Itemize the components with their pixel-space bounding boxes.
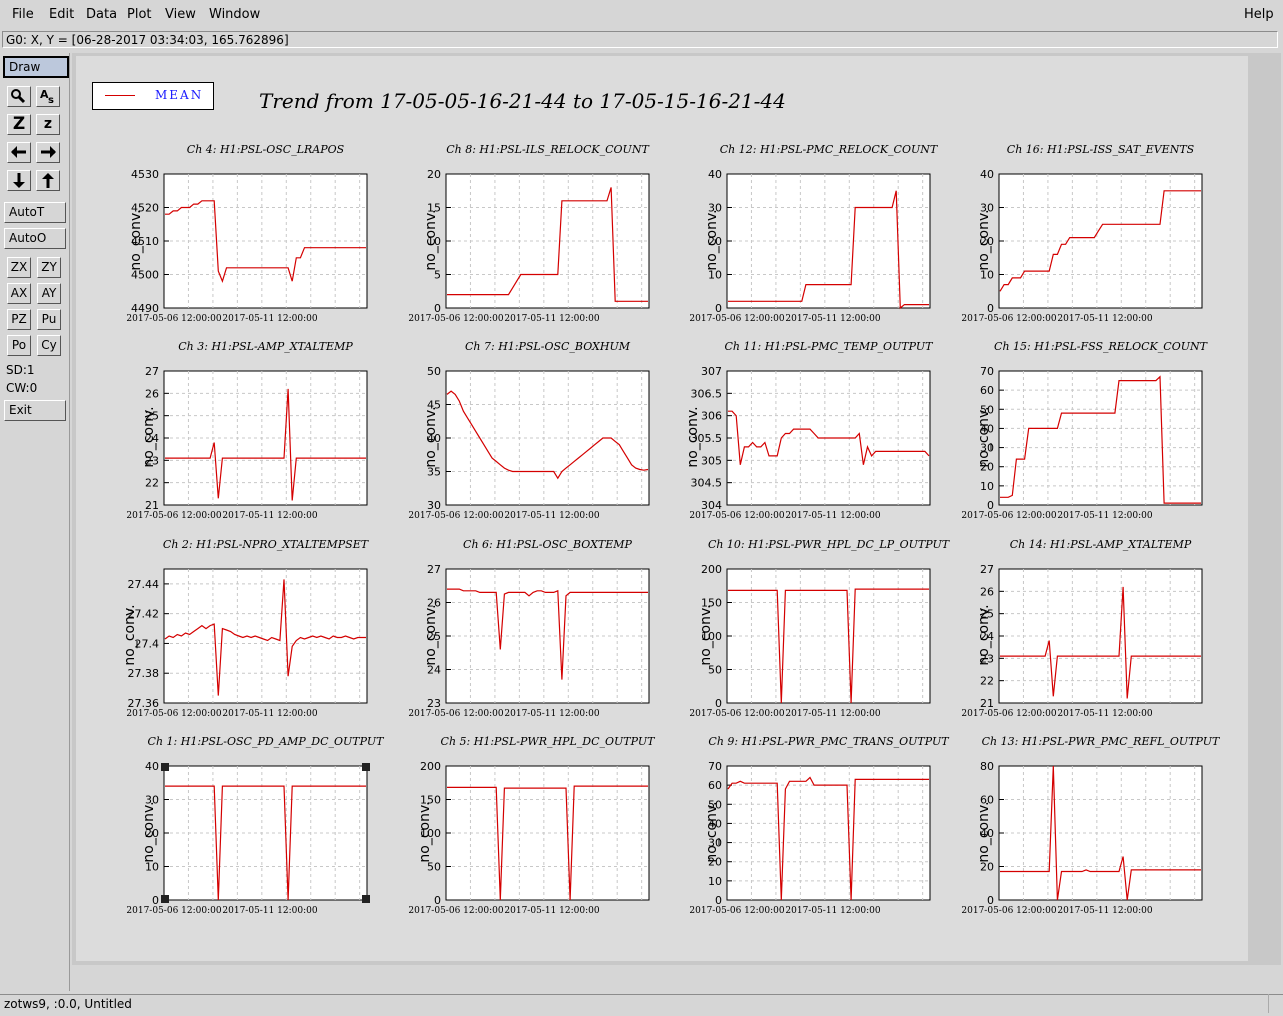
arrow-down-icon[interactable] [7, 170, 31, 191]
pu-button[interactable]: Pu [37, 309, 61, 330]
cy-button[interactable]: Cy [37, 335, 61, 356]
menu-help[interactable]: Help [1244, 7, 1274, 22]
y-axis-label: no_conv. [704, 801, 720, 863]
cursor-readout: G0: X, Y = [06-28-2017 03:34:03, 165.762… [2, 31, 1278, 48]
menu-file[interactable]: File [12, 7, 34, 22]
y-axis-label: no_conv. [704, 209, 720, 271]
po-button[interactable]: Po [7, 335, 31, 356]
y-axis-label: no_conv. [423, 209, 439, 271]
chart-title: Ch 3: H1:PSL-AMP_XTALTEMP [178, 340, 353, 353]
autot-button[interactable]: AutoT [4, 202, 66, 223]
bottom-status-bar: zotws9, :0.0, Untitled [0, 994, 1283, 1016]
legend-swatch [105, 95, 135, 96]
chart-title: Ch 13: H1:PSL-PWR_PMC_REFL_OUTPUT [981, 735, 1220, 748]
zy-button[interactable]: ZY [37, 257, 61, 278]
display-info: zotws9, :0.0, Untitled [4, 997, 132, 1011]
ay-button[interactable]: AY [37, 283, 61, 304]
chart-title: Ch 11: H1:PSL-PMC_TEMP_OUTPUT [724, 340, 933, 353]
chart-title: Ch 9: H1:PSL-PWR_PMC_TRANS_OUTPUT [708, 735, 949, 748]
legend-label: MEAN [155, 88, 204, 102]
sd-label: SD:1 [6, 363, 35, 377]
y-axis-label: no_conv. [416, 801, 433, 863]
chart-title: Ch 14: H1:PSL-AMP_XTALTEMP [1009, 538, 1192, 551]
chart-title: Ch 7: H1:PSL-OSC_BOXHUM [465, 340, 630, 353]
y-axis-label: no_conv. [684, 406, 701, 468]
page-title: Trend from 17-05-05-16-21-44 to 17-05-15… [259, 89, 786, 113]
draw-button[interactable]: Draw [3, 56, 69, 78]
y-axis-label: no_conv. [128, 209, 144, 271]
y-axis-label: no_conv. [697, 604, 714, 666]
arrow-left-icon[interactable] [7, 142, 31, 163]
menu-edit[interactable]: Edit [49, 7, 75, 22]
ax-button[interactable]: AX [7, 283, 31, 304]
menu-data[interactable]: Data [86, 7, 118, 22]
zx-button[interactable]: ZX [7, 257, 31, 278]
chart-title: Ch 2: H1:PSL-NPRO_XTALTEMPSET [162, 538, 369, 551]
legend: MEAN [92, 82, 214, 110]
autoo-button[interactable]: AutoO [4, 228, 66, 249]
zoom-big-button[interactable]: Z [7, 114, 31, 135]
y-axis-label: no_conv. [976, 801, 992, 863]
menu-window[interactable]: Window [209, 7, 261, 22]
menu-bar: File Edit Data Plot View Window Help [0, 0, 1283, 28]
y-axis-label: no_conv. [141, 801, 157, 863]
arrow-right-icon[interactable] [36, 142, 60, 163]
magnifier-icon[interactable] [7, 86, 31, 107]
y-axis-label: no_conv. [121, 604, 138, 666]
exit-button[interactable]: Exit [4, 400, 66, 421]
chart-title: Ch 6: H1:PSL-OSC_BOXTEMP [463, 538, 632, 551]
pz-button[interactable]: PZ [7, 309, 31, 330]
chart-title: Ch 10: H1:PSL-PWR_HPL_DC_LP_OUTPUT [707, 538, 950, 551]
zoom-small-button[interactable]: z [36, 114, 60, 135]
svg-text:s: s [48, 95, 54, 106]
toolbar [0, 53, 70, 991]
chart-title: Ch 8: H1:PSL-ILS_RELOCK_COUNT [446, 143, 649, 156]
arrow-up-icon[interactable] [36, 170, 60, 191]
menu-plot[interactable]: Plot [127, 7, 152, 22]
chart-title: Ch 15: H1:PSL-FSS_RELOCK_COUNT [994, 340, 1207, 353]
chart-title: Ch 4: H1:PSL-OSC_LRAPOS [186, 143, 345, 156]
svg-text:A: A [40, 88, 49, 101]
cw-label: CW:0 [6, 381, 38, 395]
chart-title: Ch 16: H1:PSL-ISS_SAT_EVENTS [1006, 143, 1195, 156]
chart-title: Ch 5: H1:PSL-PWR_HPL_DC_OUTPUT [440, 735, 655, 748]
menu-view[interactable]: View [165, 7, 196, 22]
y-axis-label: no_conv. [976, 604, 992, 666]
resize-grip[interactable] [1268, 994, 1282, 1013]
chart-title: Ch 12: H1:PSL-PMC_RELOCK_COUNT [719, 143, 938, 156]
chart-title: Ch 1: H1:PSL-OSC_PD_AMP_DC_OUTPUT [147, 735, 384, 748]
y-axis-label: no_conv. [423, 406, 439, 468]
y-axis-label: no_conv. [141, 406, 157, 468]
y-axis-label: no_conv. [423, 604, 439, 666]
y-axis-label: no_conv. [976, 209, 992, 271]
y-axis-label: no_conv. [976, 406, 992, 468]
plot-area[interactable] [76, 56, 1248, 961]
